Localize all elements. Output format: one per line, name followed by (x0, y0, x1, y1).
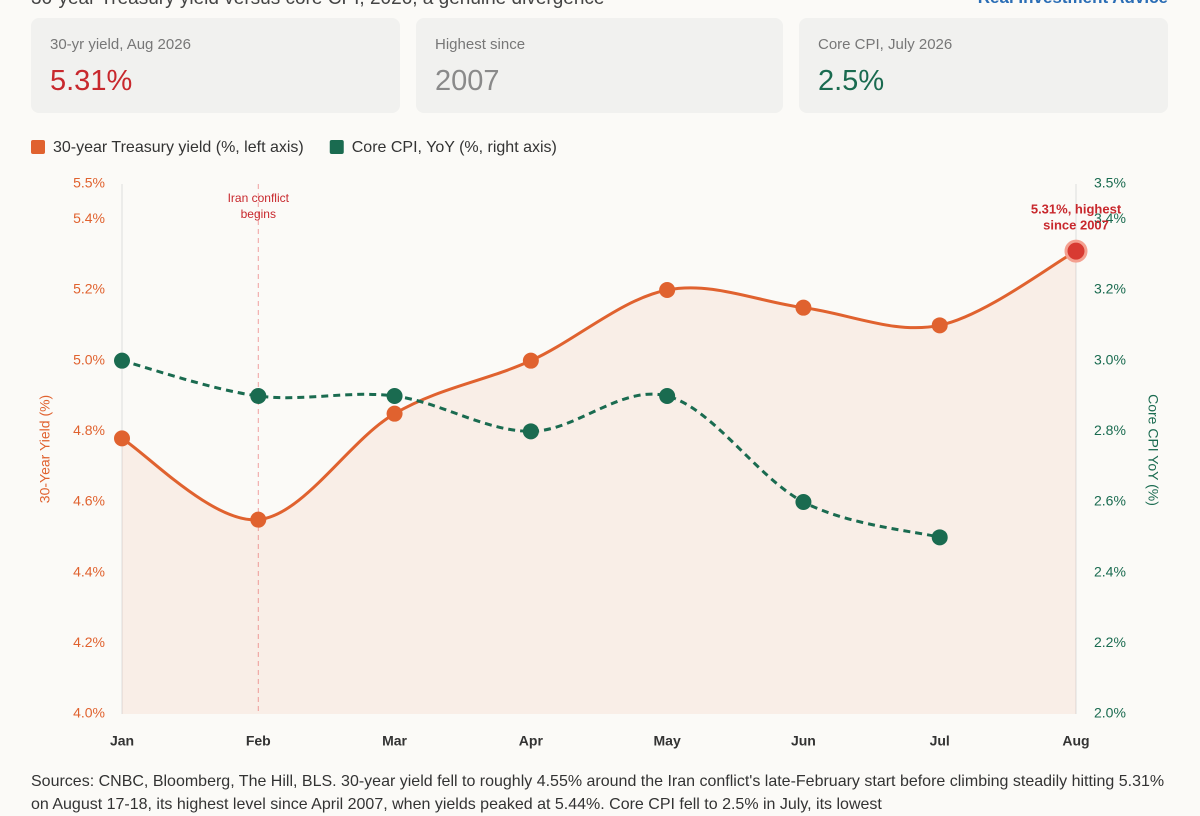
data-point (386, 405, 403, 422)
card-label: Highest since (435, 36, 526, 53)
footnote: Sources: CNBC, Bloomberg, The Hill, BLS.… (31, 773, 1165, 813)
y2-tick-label: 3.4% (1094, 210, 1126, 226)
x-tick-label: Mar (382, 733, 407, 749)
x-tick-label: Aug (1062, 733, 1089, 749)
stat-card: 30-yr yield, Aug 2026 5.31% (31, 18, 400, 113)
data-point (522, 352, 539, 369)
y2-tick-label: 2.4% (1094, 563, 1126, 579)
data-point (931, 317, 948, 334)
y-tick-label: 5.0% (73, 351, 105, 367)
area (122, 251, 1076, 714)
card-label: 30-yr yield, Aug 2026 (50, 36, 191, 53)
card-value: 5.31% (50, 65, 133, 97)
y-tick-label: 5.2% (73, 281, 105, 297)
data-point (659, 282, 676, 298)
page-title: 30-year Treasury yield versus core CPI, … (31, 0, 604, 10)
data-point (114, 430, 130, 447)
x-tick-label: Apr (519, 733, 544, 749)
data-point (795, 299, 812, 316)
y2-tick-label: 2.8% (1094, 422, 1126, 438)
data-point (1064, 239, 1088, 263)
y2-axis-title: Core CPI YoY (%) (1145, 394, 1161, 506)
y-axis-title: 30-Year Yield (%) (37, 395, 53, 503)
annotation: 5.31%, highest (1031, 201, 1122, 216)
x-tick-label: Feb (246, 733, 271, 749)
x-tick-label: Jul (930, 733, 950, 749)
annotation: begins (241, 207, 276, 221)
card-value: 2007 (435, 65, 500, 97)
data-point (795, 494, 812, 510)
data-point (114, 352, 130, 369)
data-point (386, 388, 403, 404)
annotation: since 2007 (1043, 217, 1109, 232)
stat-card: Highest since 2007 (416, 18, 783, 113)
data-point (931, 529, 948, 546)
y-tick-label: 5.5% (73, 175, 105, 191)
y2-tick-label: 2.2% (1094, 634, 1126, 650)
legend-swatch (31, 140, 45, 154)
data-point (250, 511, 267, 528)
y-tick-label: 4.6% (73, 493, 105, 509)
y-tick-label: 4.8% (73, 422, 105, 438)
x-tick-label: Jun (791, 733, 816, 749)
y2-tick-label: 3.0% (1094, 351, 1126, 367)
x-tick-label: May (654, 733, 681, 749)
legend-label: 30-year Treasury yield (%, left axis) (53, 139, 304, 156)
legend-label: Core CPI, YoY (%, right axis) (352, 139, 557, 156)
card-label: Core CPI, July 2026 (818, 36, 953, 53)
y-tick-label: 4.0% (73, 705, 105, 721)
y-tick-label: 4.2% (73, 634, 105, 650)
legend-swatch (329, 140, 344, 154)
data-point (250, 388, 267, 404)
card-value: 2.5% (818, 65, 885, 97)
x-tick-label: Jan (110, 733, 134, 749)
y-tick-label: 5.4% (73, 210, 105, 226)
y2-tick-label: 3.5% (1094, 175, 1126, 191)
y2-tick-label: 2.6% (1094, 493, 1126, 509)
chart: 30-year Treasury yield (%, left axis) Cor… (31, 139, 1161, 749)
data-point (659, 388, 676, 404)
source-link[interactable]: Real Investment Advice (978, 0, 1168, 8)
stat-card: Core CPI, July 2026 2.5% (799, 18, 1168, 113)
data-point (522, 423, 539, 440)
annotation: Iran conflict (228, 191, 290, 205)
y2-tick-label: 2.0% (1094, 705, 1126, 721)
y-tick-label: 4.4% (73, 563, 105, 579)
y2-tick-label: 3.2% (1094, 281, 1126, 297)
